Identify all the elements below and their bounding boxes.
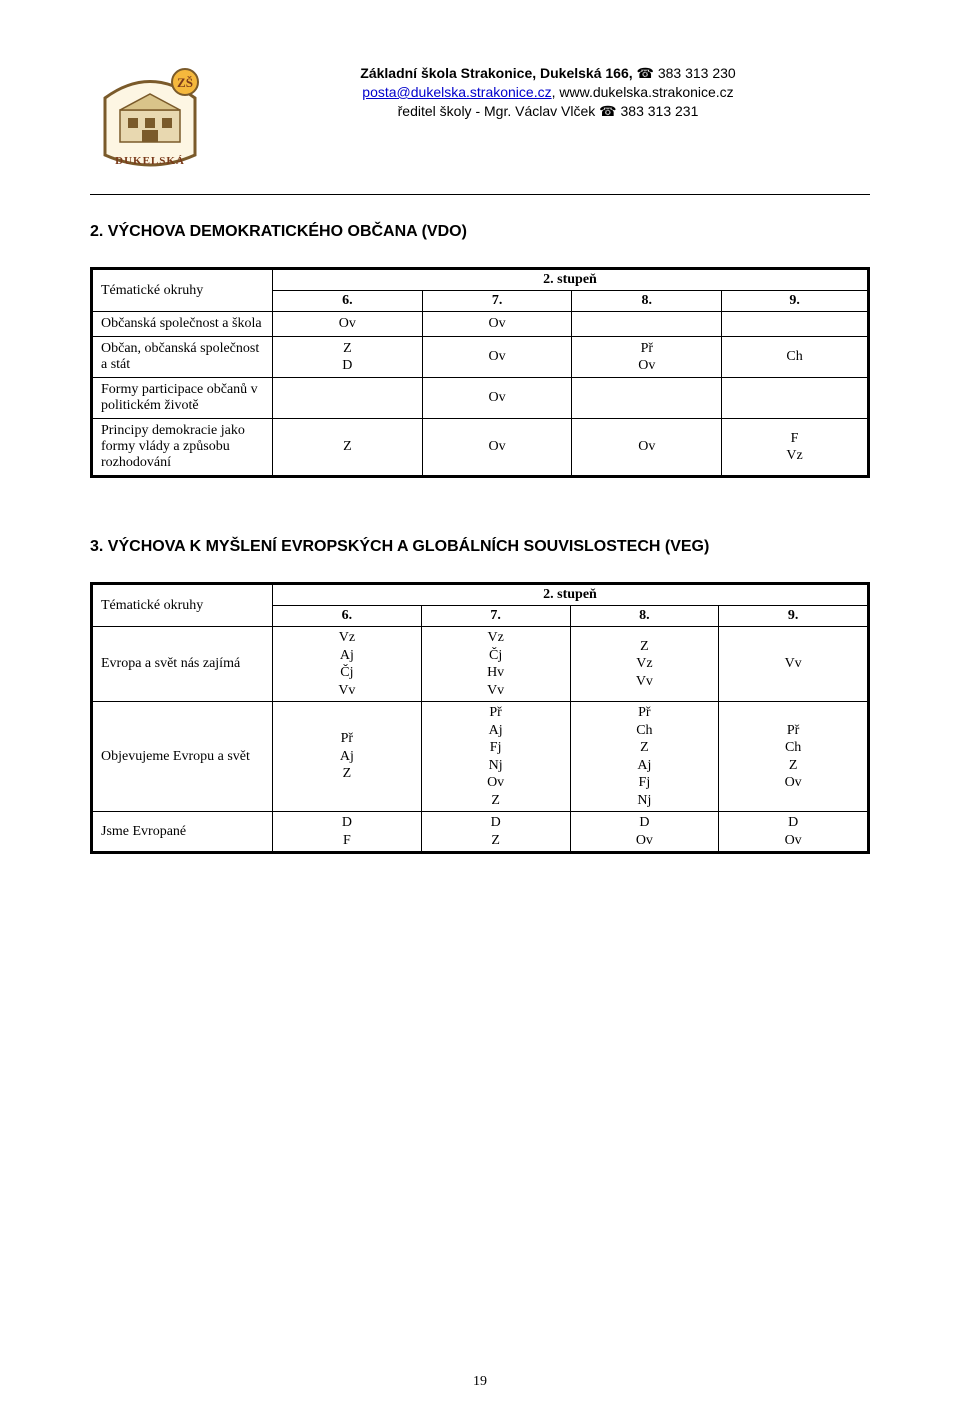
header-text-block: Základní škola Strakonice, Dukelská 166,… [226, 60, 870, 170]
document-header: ZŠ DUKELSKÁ Základní škola Strakonice, D… [90, 60, 870, 170]
col-header: 7. [421, 606, 570, 627]
col-header: 6. [273, 291, 423, 312]
section-3-title: 3. VÝCHOVA K MYŠLENÍ EVROPSKÝCH A GLOBÁL… [90, 538, 870, 556]
cell: Vz Čj Hv Vv [421, 627, 570, 702]
phone-icon: ☎ [637, 65, 654, 81]
cell [722, 312, 868, 337]
col-header: 9. [719, 606, 868, 627]
cell: Př Aj Fj Nj Ov Z [421, 702, 570, 812]
col-header: 8. [572, 291, 722, 312]
table-row: Objevujeme Evropu a světPř Aj ZPř Aj Fj … [93, 702, 868, 812]
cell [273, 378, 423, 419]
page-number: 19 [0, 1374, 960, 1390]
cell: Vz Aj Čj Vv [273, 627, 422, 702]
cell: Ch [722, 337, 868, 378]
row-label: Občan, občanská společnost a stát [93, 337, 273, 378]
table-corner: Tématické okruhy [93, 270, 273, 312]
level-header: 2. stupeň [273, 585, 868, 606]
row-label: Formy participace občanů v politickém ži… [93, 378, 273, 419]
table-vdo: Tématické okruhy2. stupeň6.7.8.9.Občansk… [90, 267, 870, 478]
row-label: Evropa a svět nás zajímá [93, 627, 273, 702]
col-header: 6. [273, 606, 422, 627]
school-name: Základní škola Strakonice, Dukelská 166, [360, 65, 632, 81]
cell: Ov [422, 337, 572, 378]
table-row: Občan, občanská společnost a státZ DOvPř… [93, 337, 868, 378]
cell: Ov [273, 312, 423, 337]
col-header: 9. [722, 291, 868, 312]
col-header: 7. [422, 291, 572, 312]
row-label: Jsme Evropané [93, 812, 273, 852]
cell: Př Aj Z [273, 702, 422, 812]
cell [572, 312, 722, 337]
cell: Z D [273, 337, 423, 378]
svg-text:DUKELSKÁ: DUKELSKÁ [115, 155, 185, 167]
table-row: Formy participace občanů v politickém ži… [93, 378, 868, 419]
cell: Př Ch Z Aj Fj Nj [570, 702, 719, 812]
cell: Ov [422, 378, 572, 419]
cell [722, 378, 868, 419]
row-label: Principy demokracie jako formy vlády a z… [93, 419, 273, 476]
website-text: , www.dukelska.strakonice.cz [552, 84, 734, 100]
cell: D Ov [570, 812, 719, 852]
cell: Ov [572, 419, 722, 476]
cell: Ov [422, 419, 572, 476]
cell: Z Vz Vv [570, 627, 719, 702]
table-row: Občanská společnost a školaOvOv [93, 312, 868, 337]
cell: Z [273, 419, 423, 476]
row-label: Občanská společnost a škola [93, 312, 273, 337]
svg-text:ZŠ: ZŠ [177, 75, 193, 90]
cell: D F [273, 812, 422, 852]
director-line: ředitel školy - Mgr. Václav Vlček [398, 103, 596, 119]
level-header: 2. stupeň [273, 270, 868, 291]
email-link[interactable]: posta@dukelska.strakonice.cz [362, 84, 551, 100]
cell: Př Ov [572, 337, 722, 378]
header-divider [90, 194, 870, 195]
cell: Př Ch Z Ov [719, 702, 868, 812]
table-row: Principy demokracie jako formy vlády a z… [93, 419, 868, 476]
cell: D Ov [719, 812, 868, 852]
table-row: Evropa a svět nás zajímáVz Aj Čj VvVz Čj… [93, 627, 868, 702]
phone-number-2: 383 313 231 [621, 103, 699, 119]
col-header: 8. [570, 606, 719, 627]
section-2-title: 2. VÝCHOVA DEMOKRATICKÉHO OBČANA (VDO) [90, 223, 870, 241]
row-label: Objevujeme Evropu a svět [93, 702, 273, 812]
table-corner: Tématické okruhy [93, 585, 273, 627]
table-row: Jsme EvropanéD FD ZD OvD Ov [93, 812, 868, 852]
cell [572, 378, 722, 419]
table-veg: Tématické okruhy2. stupeň6.7.8.9.Evropa … [90, 582, 870, 854]
phone-number-1: 383 313 230 [658, 65, 736, 81]
cell: Vv [719, 627, 868, 702]
phone-icon: ☎ [599, 103, 616, 119]
cell: F Vz [722, 419, 868, 476]
school-logo: ZŠ DUKELSKÁ [90, 60, 210, 170]
cell: Ov [422, 312, 572, 337]
cell: D Z [421, 812, 570, 852]
